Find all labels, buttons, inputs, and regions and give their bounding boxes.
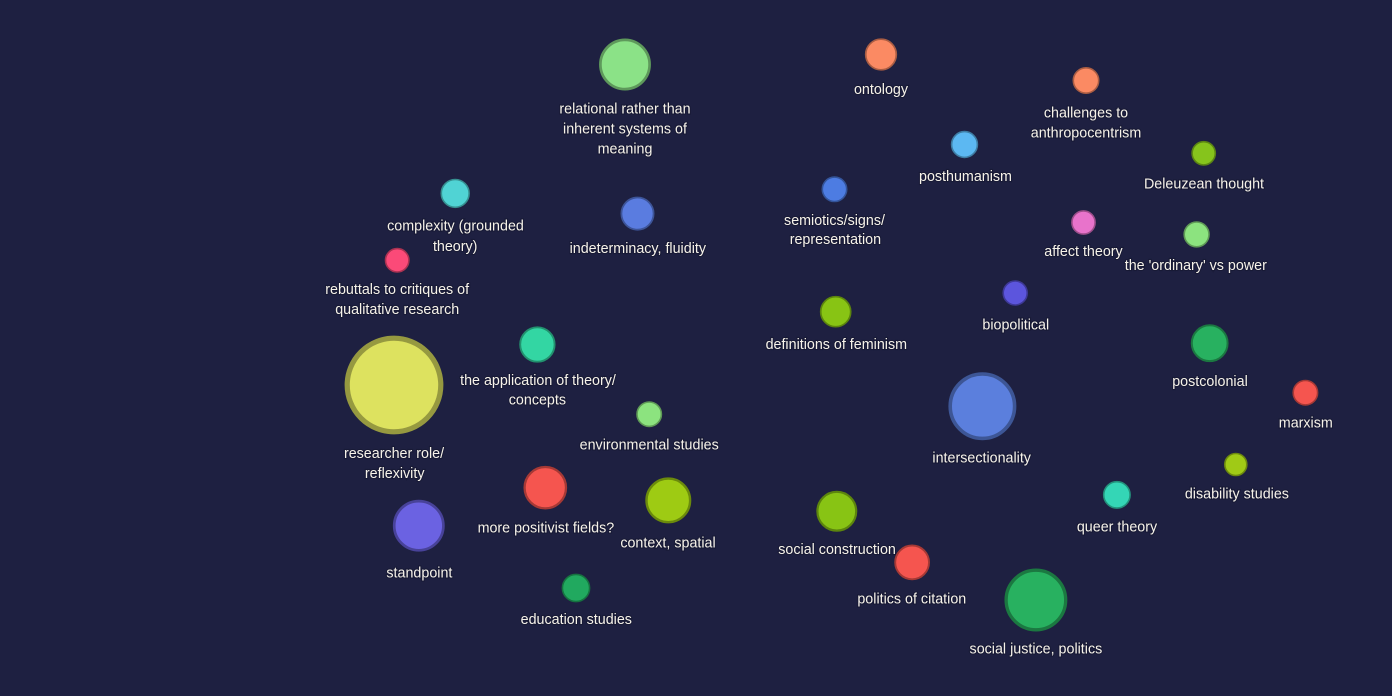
svg-text:anthropocentrism: anthropocentrism [1031,126,1141,142]
svg-text:disability studies: disability studies [1185,487,1289,503]
svg-text:biopolitical: biopolitical [982,317,1049,333]
svg-text:representation: representation [790,232,881,248]
svg-text:indeterminacy, fluidity: indeterminacy, fluidity [570,241,707,257]
svg-text:ontology: ontology [854,82,909,98]
svg-text:researcher role/: researcher role/ [344,446,444,462]
svg-text:challenges to: challenges to [1044,105,1128,121]
svg-text:complexity (grounded: complexity (grounded [387,219,524,235]
svg-text:the 'ordinary' vs power: the 'ordinary' vs power [1125,258,1267,274]
svg-text:rebuttals to critiques of: rebuttals to critiques of [325,282,469,298]
svg-text:Deleuzean thought: Deleuzean thought [1144,177,1264,193]
svg-text:social construction: social construction [778,542,896,558]
svg-text:intersectionality: intersectionality [932,451,1031,467]
svg-text:inherent systems of: inherent systems of [563,122,687,138]
svg-text:theory): theory) [433,239,478,255]
svg-text:more positivist fields?: more positivist fields? [478,521,615,537]
svg-text:reflexivity: reflexivity [365,466,425,482]
svg-text:affect theory: affect theory [1044,244,1123,260]
svg-text:context, spatial: context, spatial [620,536,715,552]
svg-text:queer theory: queer theory [1077,520,1158,536]
svg-text:marxism: marxism [1279,416,1333,432]
svg-text:definitions of feminism: definitions of feminism [766,337,907,353]
svg-text:environmental studies: environmental studies [580,438,719,454]
svg-text:politics of citation: politics of citation [857,591,966,607]
svg-text:qualitative research: qualitative research [335,302,459,318]
svg-text:concepts: concepts [509,392,566,408]
svg-text:the application of theory/: the application of theory/ [460,373,616,389]
svg-text:posthumanism: posthumanism [919,169,1012,185]
svg-text:semiotics/signs/: semiotics/signs/ [784,213,885,229]
svg-text:social justice, politics: social justice, politics [970,642,1103,658]
svg-text:standpoint: standpoint [386,565,452,581]
svg-text:education studies: education studies [521,612,632,628]
svg-text:meaning: meaning [598,142,653,158]
svg-text:postcolonial: postcolonial [1172,374,1248,390]
svg-text:relational rather than: relational rather than [559,102,690,118]
